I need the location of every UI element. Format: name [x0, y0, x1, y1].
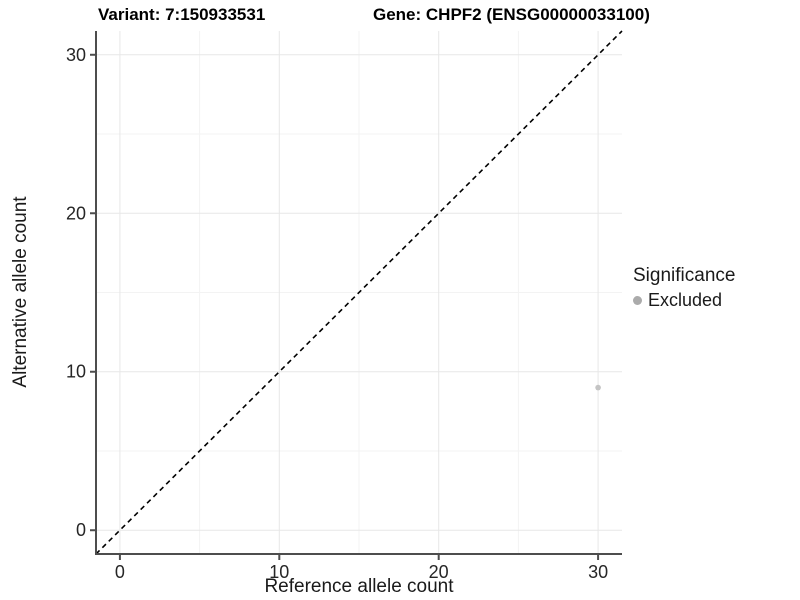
gene-title: Gene: CHPF2 (ENSG00000033100)	[373, 5, 650, 24]
x-tick-label: 30	[588, 562, 608, 582]
x-tick-label: 20	[429, 562, 449, 582]
y-axis-label: Alternative allele count	[10, 196, 31, 388]
y-tick-label: 0	[76, 520, 86, 540]
x-tick-label: 10	[269, 562, 289, 582]
y-tick-label: 30	[66, 45, 86, 65]
legend-item-label: Excluded	[648, 290, 723, 310]
legend-title: Significance	[633, 265, 736, 286]
y-tick-label: 20	[66, 203, 86, 223]
identity-reference-line	[95, 30, 623, 555]
x-tick-label: 0	[115, 562, 125, 582]
legend-marker-dot-icon	[633, 295, 642, 305]
variant-title: Variant: 7:150933531	[98, 5, 266, 24]
legend: Significance Excluded	[633, 265, 735, 310]
x-axis-label: Reference allele count	[264, 576, 454, 597]
legend-item: Excluded	[633, 290, 735, 310]
data-point	[595, 384, 601, 391]
y-tick-label: 10	[66, 362, 86, 382]
